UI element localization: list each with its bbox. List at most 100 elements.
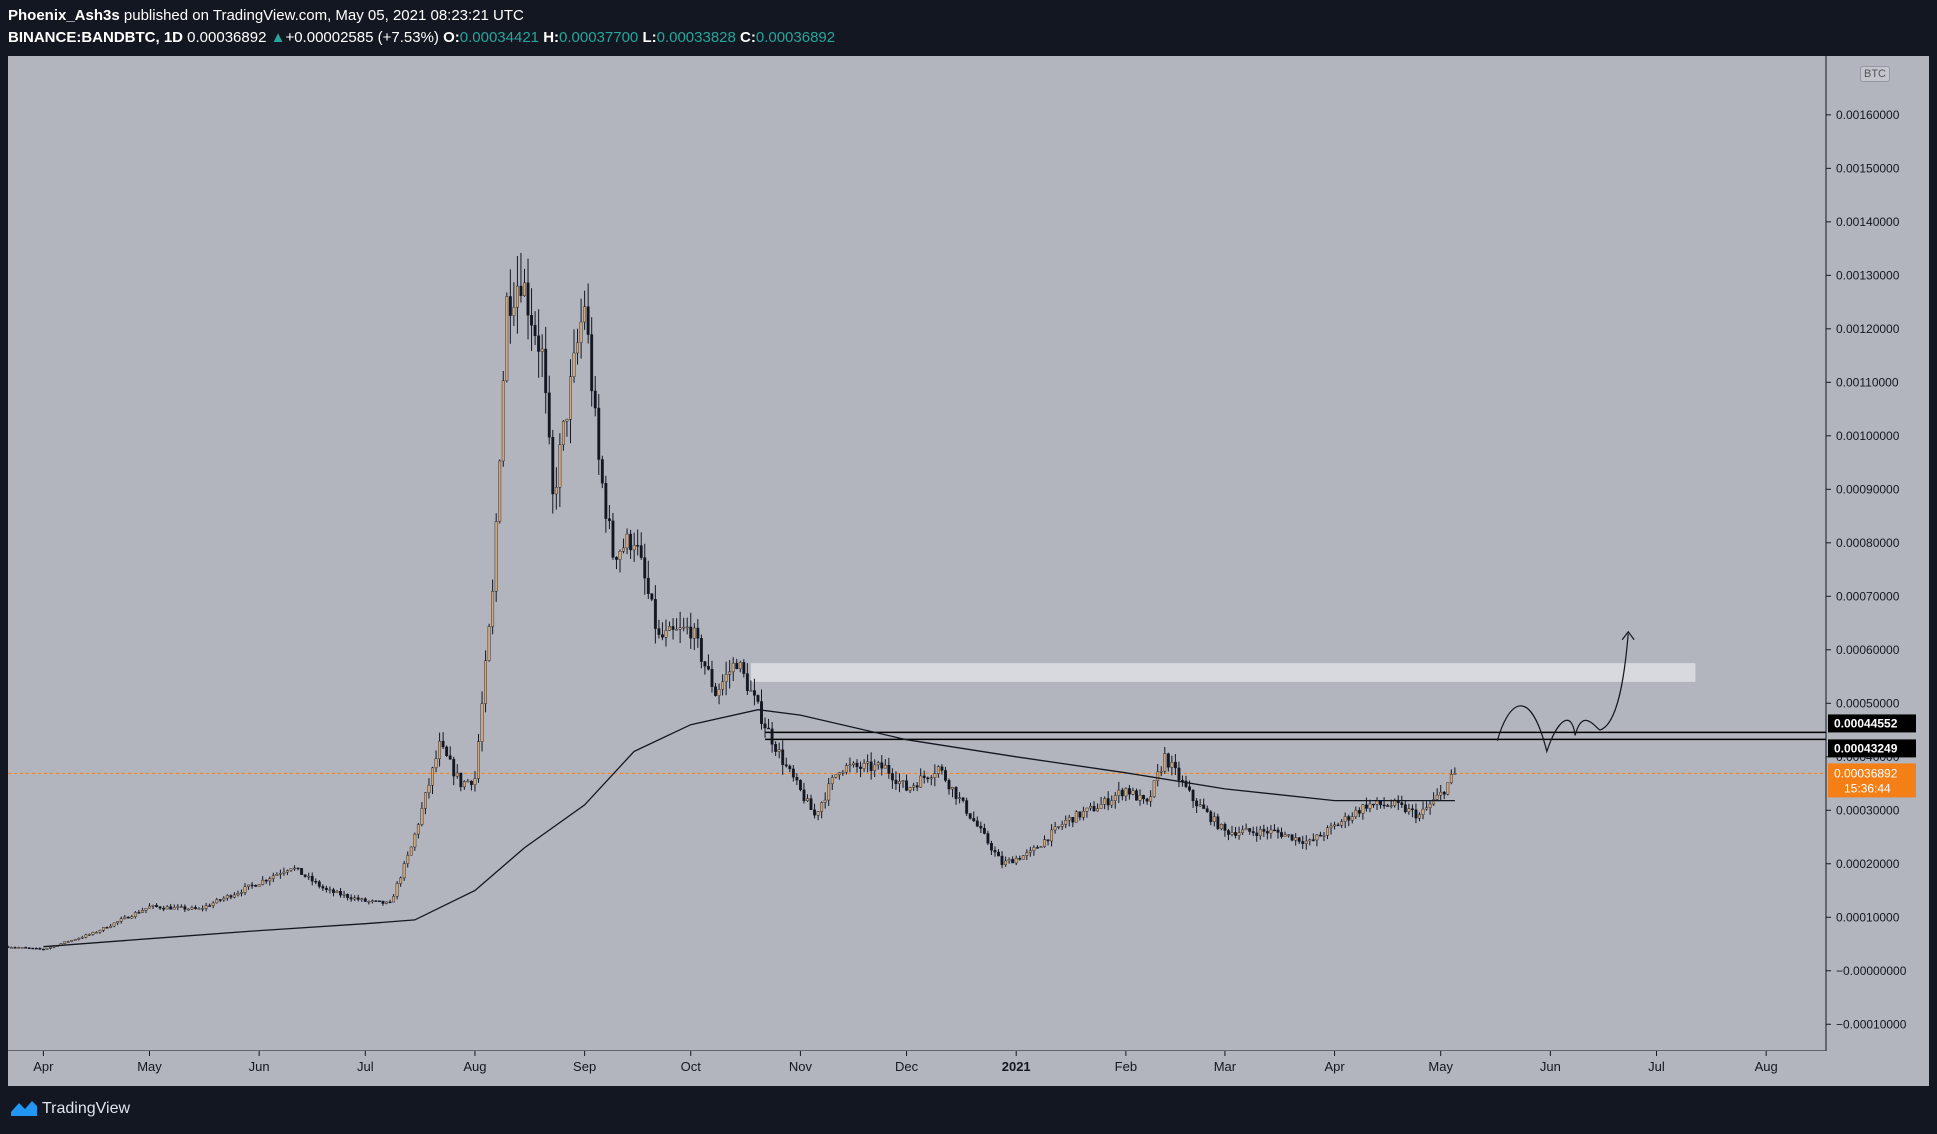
candle — [1177, 761, 1181, 788]
candle — [1170, 755, 1174, 776]
candle-body — [155, 905, 159, 907]
candle — [1453, 767, 1457, 775]
candle — [420, 802, 424, 827]
candle-body — [1237, 832, 1241, 836]
candle-body — [1018, 858, 1022, 860]
candle-body — [254, 884, 258, 887]
candle — [876, 760, 880, 770]
candle-body — [1421, 808, 1425, 815]
candle — [296, 867, 300, 871]
candle — [473, 771, 477, 792]
candle — [34, 947, 38, 950]
candle-body — [834, 774, 838, 778]
candle — [615, 556, 618, 570]
candle — [342, 890, 346, 898]
candle-body — [1011, 859, 1015, 864]
candle-body — [1043, 839, 1046, 847]
candle — [240, 889, 243, 897]
candle-body — [1195, 800, 1199, 807]
candle-body — [898, 781, 901, 785]
candle-body — [965, 800, 969, 814]
candle — [105, 926, 109, 929]
open-value: 0.00034421 — [459, 29, 540, 46]
candle — [314, 878, 318, 885]
candle-body — [703, 661, 707, 667]
candle — [232, 892, 236, 899]
candle — [335, 889, 339, 894]
candle-body — [1046, 839, 1050, 842]
projection-path — [1496, 633, 1629, 754]
candle — [922, 770, 926, 784]
candle — [508, 269, 512, 344]
candle — [880, 755, 884, 776]
candle-body — [1177, 767, 1181, 781]
candle-body — [997, 851, 1000, 857]
candle-body — [1060, 824, 1064, 827]
y-tick-label: 0.00050000 — [1836, 696, 1900, 710]
candle — [278, 869, 282, 879]
candle-body — [70, 939, 74, 942]
candle — [798, 779, 802, 792]
candle-body — [1124, 788, 1128, 797]
candle-body — [1361, 804, 1365, 814]
candle-body — [1315, 834, 1319, 841]
price-change: +0.00002585 (+7.53%) — [285, 29, 439, 46]
candle-body — [194, 907, 197, 909]
candle — [1248, 828, 1252, 835]
footer-bar: TradingView — [0, 1086, 1937, 1134]
tradingview-logo-icon[interactable] — [10, 1098, 38, 1118]
price-chart[interactable]: 0.00160000 0.00150000 0.00140000 0.00130000… — [0, 56, 1937, 1086]
candle — [1113, 792, 1117, 809]
candle-body — [650, 593, 654, 600]
candle — [650, 593, 654, 602]
candle-body — [165, 906, 169, 910]
candle-body — [618, 551, 622, 560]
candle — [1329, 822, 1333, 835]
candle-body — [222, 897, 226, 901]
candle-body — [866, 761, 870, 764]
candle — [24, 946, 28, 949]
candle — [208, 903, 212, 907]
candle-body — [745, 673, 749, 691]
author-name[interactable]: Phoenix_Ash3s — [8, 7, 120, 24]
candle — [590, 317, 594, 407]
currency-badge[interactable]: BTC — [1860, 66, 1890, 82]
candle — [830, 774, 834, 790]
candle — [714, 682, 717, 697]
chart-container[interactable]: 0.00160000 0.00150000 0.00140000 0.00130000… — [0, 56, 1937, 1086]
candle — [102, 927, 105, 933]
candle — [873, 759, 877, 777]
candle — [1209, 809, 1213, 826]
candle — [10, 946, 13, 949]
candle-body — [332, 889, 335, 893]
candle-body — [586, 306, 590, 335]
candle — [859, 761, 862, 778]
candle-body — [742, 662, 746, 674]
candle-body — [286, 870, 289, 873]
candle-body — [95, 932, 98, 934]
candle — [972, 811, 976, 822]
candle-body — [554, 487, 558, 495]
candle — [1294, 833, 1298, 846]
candle — [1265, 826, 1269, 840]
candle-body — [572, 352, 576, 377]
moving-average-line — [43, 709, 1455, 948]
candle-body — [1248, 828, 1252, 832]
candle — [80, 935, 84, 939]
candle — [222, 896, 226, 902]
candle-body — [1354, 810, 1358, 817]
candle-body — [901, 780, 905, 782]
candle-body — [140, 910, 144, 913]
tradingview-brand[interactable]: TradingView — [42, 1100, 131, 1117]
candle — [6, 945, 10, 948]
candle-body — [622, 547, 625, 552]
candle-body — [162, 907, 166, 910]
candle — [625, 528, 629, 555]
candle — [452, 756, 456, 786]
candle — [668, 621, 671, 631]
candle — [593, 376, 597, 417]
candle — [604, 475, 608, 533]
candle — [915, 781, 919, 792]
candle-body — [844, 765, 848, 773]
candle-body — [1350, 816, 1354, 821]
